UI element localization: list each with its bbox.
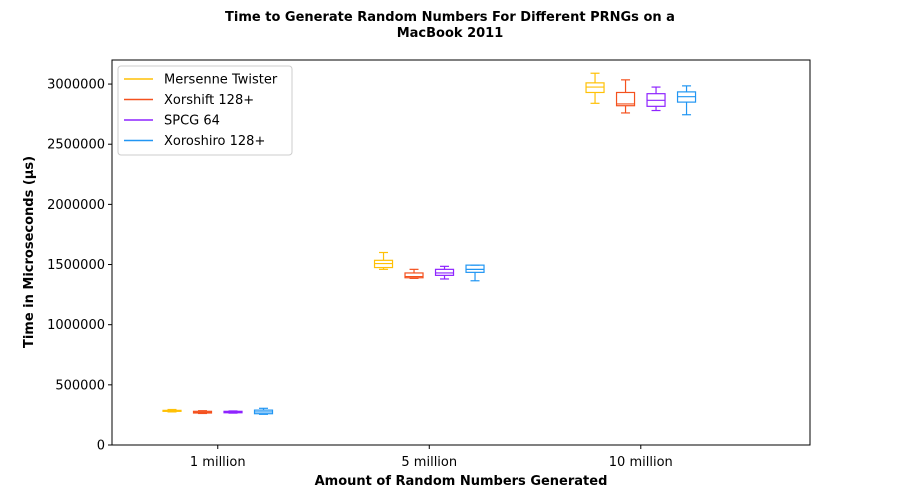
y-tick-label: 1500000 — [47, 258, 105, 273]
box-plot-series — [162, 72, 697, 415]
y-tick-label: 0 — [97, 439, 105, 454]
box-body — [404, 272, 424, 279]
chart-title-line-1: Time to Generate Random Numbers For Diff… — [225, 10, 675, 25]
y-axis: 0 500000 1000000 1500000 2000000 2500000 30000… — [47, 78, 112, 454]
chart-title-line-2: MacBook 2011 — [397, 26, 504, 41]
box-xorshift-128--1 — [404, 268, 424, 279]
legend-frame — [117, 65, 293, 156]
y-tick-label: 1000000 — [47, 318, 105, 333]
box-spcg-64-0 — [223, 410, 243, 414]
box-mersenne-twister-1 — [373, 251, 394, 270]
box-mersenne-twister-2 — [585, 72, 605, 104]
x-axis: 1 million 5 million 10 million — [190, 445, 673, 470]
y-tick-label: 500000 — [55, 378, 105, 393]
legend-label: Mersenne Twister — [164, 73, 278, 88]
box-xoroshiro-128--2 — [676, 85, 697, 116]
box-spcg-64-2 — [646, 86, 666, 112]
x-tick-label: 1 million — [190, 455, 246, 470]
legend-label: SPCG 64 — [164, 114, 220, 129]
y-tick-label: 2000000 — [47, 198, 105, 213]
box-spcg-64-1 — [434, 265, 455, 280]
box-xorshift-128--2 — [615, 79, 636, 114]
box-body — [615, 91, 636, 107]
x-axis-label: Amount of Random Numbers Generated — [315, 474, 608, 489]
y-axis-label: Time in Microseconds (µs) — [22, 156, 37, 348]
box-xoroshiro-128--1 — [465, 264, 485, 282]
legend-label: Xorshift 128+ — [164, 93, 254, 108]
box-xoroshiro-128--0 — [253, 407, 274, 415]
box-body — [465, 264, 485, 273]
legend: Mersenne Twister Xorshift 128+ SPCG 64 Xoro… — [117, 65, 293, 156]
box-body — [434, 268, 455, 276]
box-xorshift-128--0 — [192, 410, 213, 415]
box-mersenne-twister-0 — [162, 408, 182, 413]
x-tick-label: 5 million — [401, 455, 457, 470]
box-body — [585, 82, 605, 94]
x-tick-label: 10 million — [609, 455, 673, 470]
y-tick-label: 2500000 — [47, 138, 105, 153]
legend-label: Xoroshiro 128+ — [164, 134, 265, 149]
y-tick-label: 3000000 — [47, 78, 105, 93]
